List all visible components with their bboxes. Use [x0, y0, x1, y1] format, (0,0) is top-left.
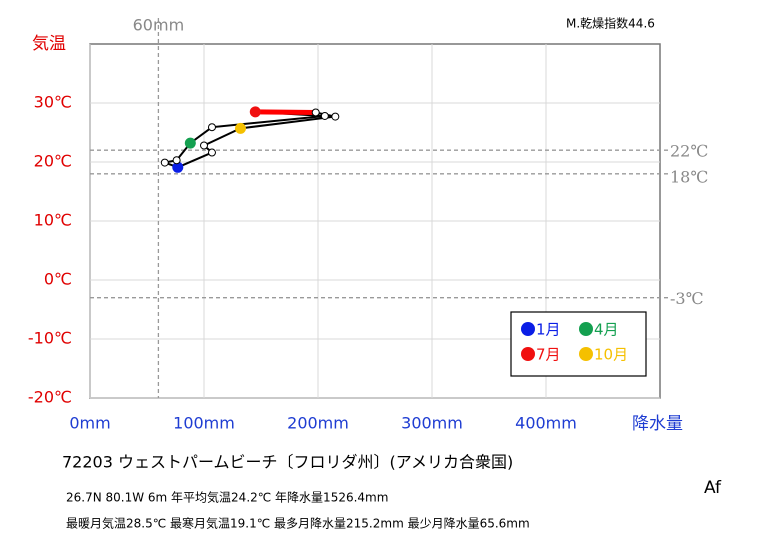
month-point [184, 137, 196, 149]
x-tick-label: 100mm [173, 414, 235, 433]
legend-marker [579, 347, 593, 361]
info-line: 26.7N 80.1W 6m 年平均気温24.2℃ 年降水量1526.4mm [66, 490, 388, 505]
climate-class: Af [704, 478, 722, 498]
reference-label: 22℃ [670, 142, 708, 161]
legend-marker [521, 347, 535, 361]
annotation: M.乾燥指数44.6 [566, 16, 655, 31]
station: 72203 ウェストパームビーチ〔フロリダ州〕(アメリカ合衆国) [62, 453, 513, 472]
month-point [172, 161, 184, 173]
legend-label: 1月 [536, 321, 561, 339]
month-point [234, 122, 246, 134]
month-point [320, 111, 329, 120]
month-point [200, 141, 208, 150]
reference-label: -3℃ [670, 289, 703, 308]
y-tick-label: 30℃ [34, 93, 72, 112]
month-point [331, 112, 340, 121]
y-tick-label: 10℃ [34, 211, 72, 230]
x-tick-label: 0mm [69, 414, 110, 433]
legend-marker [579, 322, 593, 336]
legend-box [510, 311, 647, 377]
month-point [249, 106, 261, 118]
month-point [172, 156, 181, 165]
closing-segment [177, 151, 213, 169]
x-tick-label: 200mm [287, 414, 349, 433]
legend-label: 7月 [536, 346, 561, 364]
x-axis-title: 降水量 [632, 414, 683, 434]
y-axis-title: 気温 [32, 34, 66, 54]
month-point [207, 148, 216, 157]
warm-segment [255, 109, 316, 115]
info-line: 最暖月気温28.5℃ 最寒月気温19.1℃ 最多月降水量215.2mm 最少月降… [66, 516, 530, 531]
reference-label: 18℃ [670, 167, 708, 186]
y-tick-label: 0℃ [44, 270, 72, 289]
y-tick-label: -20℃ [28, 388, 72, 407]
legend-label: 4月 [594, 321, 619, 339]
y-tick-label: -10℃ [28, 329, 72, 348]
x-tick-label: 400mm [515, 414, 577, 433]
x-tick-label: 300mm [401, 414, 463, 433]
reference-label: 60mm [133, 16, 185, 35]
month-point [160, 158, 169, 167]
y-tick-label: 20℃ [34, 152, 72, 171]
legend-marker [521, 322, 535, 336]
legend-label: 10月 [594, 346, 628, 364]
month-point [311, 108, 320, 117]
month-point [207, 123, 216, 132]
